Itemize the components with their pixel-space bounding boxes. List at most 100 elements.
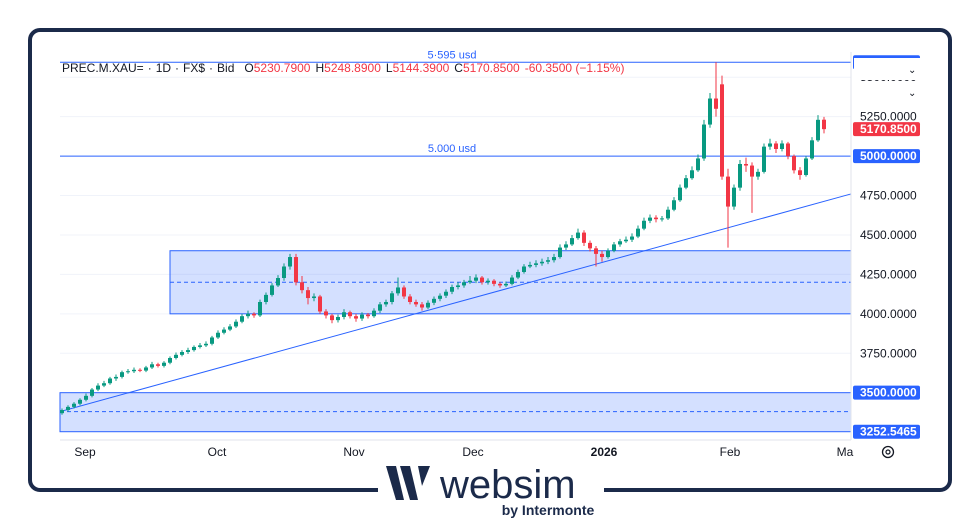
candle-body — [570, 238, 574, 245]
candle-body — [102, 383, 106, 386]
candle-body — [222, 329, 226, 333]
candle-body — [744, 163, 748, 166]
x-tick-label: Oct — [208, 445, 227, 459]
symbol: PREC.M.XAU= — [62, 61, 144, 75]
candle-body — [174, 354, 178, 358]
candle-body — [696, 158, 700, 171]
candle-body — [96, 385, 100, 390]
price-label-bg — [853, 424, 920, 439]
x-tick-label: 2026 — [591, 445, 618, 459]
x-tick-label: Feb — [720, 445, 741, 459]
candle-body — [786, 143, 790, 157]
candle-body — [258, 301, 262, 316]
candle-body — [324, 311, 328, 316]
price-label-bg — [853, 149, 920, 164]
candle-body — [456, 285, 460, 288]
candle-body — [552, 257, 556, 261]
candle-body — [360, 314, 364, 319]
candle-body — [432, 298, 436, 303]
x-tick-label: Ma — [837, 445, 854, 459]
candle-body — [198, 345, 202, 347]
x-tick-label: Sep — [74, 445, 96, 459]
candle-body — [318, 296, 322, 312]
candle-body — [522, 266, 526, 273]
candle-body — [510, 277, 514, 284]
candle-body — [348, 312, 352, 317]
candle-body — [798, 170, 802, 176]
candle-body — [216, 332, 220, 338]
currency-select[interactable] — [854, 58, 920, 80]
candle-body — [636, 228, 640, 237]
candle-body — [684, 178, 688, 188]
field-value: 5170.8500 — [463, 61, 520, 75]
last-price-bg — [853, 122, 920, 137]
y-tick-label: 3750.0000 — [860, 346, 917, 360]
candle-body — [768, 143, 772, 147]
candle-body — [90, 389, 94, 396]
field-value: 5230.7900 — [254, 61, 311, 75]
y-tick-label: 4750.0000 — [860, 189, 917, 203]
h-line-label: 5·595 usd — [428, 49, 477, 61]
candle-body — [390, 293, 394, 302]
candle-body — [612, 244, 616, 251]
y-tick-label: 5250.0000 — [860, 110, 917, 124]
candle-body — [546, 260, 550, 262]
candle-body — [444, 291, 448, 296]
candle-body — [594, 248, 598, 254]
candle-body — [558, 247, 562, 258]
candle-body — [540, 261, 544, 264]
candle-body — [504, 283, 508, 286]
candle-body — [138, 369, 142, 371]
candle-body — [300, 282, 304, 291]
candle-body — [270, 285, 274, 295]
candle-body — [648, 217, 652, 221]
field-value: 5144.3900 — [393, 61, 450, 75]
candle-body — [306, 290, 310, 299]
settings-icon[interactable] — [881, 445, 895, 459]
candle-body — [600, 253, 604, 258]
candle-body — [822, 119, 826, 130]
candle-body — [336, 316, 340, 321]
candle-body — [780, 143, 784, 149]
candle-body — [534, 263, 538, 265]
unit-select[interactable] — [854, 82, 920, 103]
candle-body — [264, 294, 268, 302]
candle-body — [738, 163, 742, 188]
candle-body — [576, 232, 580, 239]
candle-body — [366, 314, 370, 317]
candle-body — [246, 313, 250, 317]
brand-name: websim — [439, 463, 576, 507]
candle-body — [774, 143, 778, 149]
field-key: H — [315, 61, 324, 75]
candle-body — [804, 158, 808, 176]
logo-mark — [386, 466, 430, 500]
candle-body — [642, 220, 646, 229]
candle-body — [582, 232, 586, 243]
candle-body — [480, 277, 484, 283]
field-key: O — [244, 61, 253, 75]
legend: PREC.M.XAU= · 1D · FX$ · Bid O5230.7900 H5248.89… — [62, 61, 624, 75]
candle-body — [132, 369, 136, 372]
y-tick-label: 4000.0000 — [860, 307, 917, 321]
candle-body — [672, 200, 676, 210]
candle-body — [192, 346, 196, 351]
h-line-label: 5.000 usd — [428, 143, 476, 155]
candle-body — [234, 321, 238, 327]
candle-body — [384, 301, 388, 305]
candle-body — [186, 350, 190, 352]
candle-body — [462, 282, 466, 286]
candle-body — [288, 257, 292, 267]
candle-body — [468, 280, 472, 283]
interval: 1D — [156, 61, 172, 75]
chevron: ⌄ — [908, 65, 916, 76]
candle-body — [330, 315, 334, 321]
candle-body — [450, 287, 454, 292]
side: Bid — [217, 61, 234, 75]
candle-body — [750, 165, 754, 177]
source: FX$ — [183, 61, 205, 75]
trendline — [59, 193, 852, 413]
candle-body — [588, 242, 592, 249]
candle-body — [420, 304, 424, 308]
candle-body — [312, 296, 316, 299]
